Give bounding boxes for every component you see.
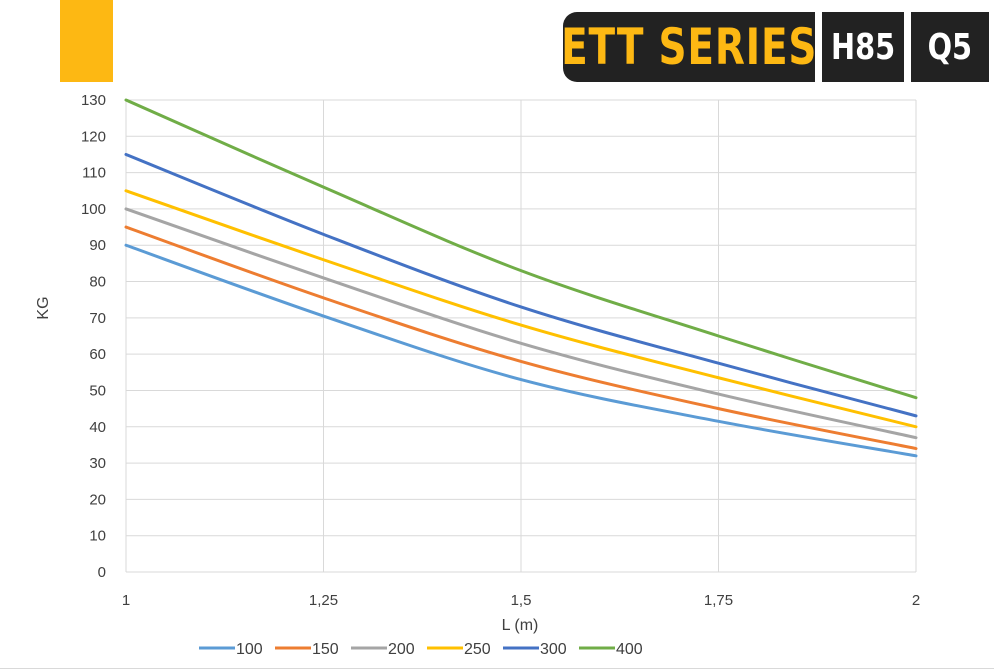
series-badge: ETT SERIES <box>560 12 818 82</box>
y-tick-label: 100 <box>81 201 106 218</box>
series-label: ETT SERIES <box>560 18 818 76</box>
series-line-400 <box>124 98 918 400</box>
y-tick-label: 80 <box>89 274 106 291</box>
legend-label-250: 250 <box>464 641 491 658</box>
brand-accent-bar <box>60 0 113 82</box>
series-line-200 <box>124 207 918 440</box>
model-badge: H85 <box>822 12 904 82</box>
y-tick-label: 40 <box>89 419 106 436</box>
class-label: Q5 <box>927 26 973 68</box>
y-tick-label: 90 <box>89 237 106 254</box>
y-tick-label: 30 <box>89 455 106 472</box>
series-line-300 <box>124 152 918 418</box>
x-tick-label: 2 <box>912 592 920 609</box>
class-badge: Q5 <box>911 12 989 82</box>
y-tick-label: 20 <box>89 491 106 508</box>
legend-label-100: 100 <box>236 641 263 658</box>
y-tick-label: 50 <box>89 382 106 399</box>
x-tick-label: 1,75 <box>704 592 733 609</box>
y-tick-label: 10 <box>89 528 106 545</box>
series-line-150 <box>124 225 918 451</box>
legend-label-300: 300 <box>540 641 567 658</box>
y-tick-label: 130 <box>81 92 106 109</box>
y-tick-label: 120 <box>81 128 106 145</box>
legend-label-400: 400 <box>616 641 643 658</box>
y-tick-label: 70 <box>89 310 106 327</box>
x-tick-label: 1,5 <box>511 592 532 609</box>
legend-label-200: 200 <box>388 641 415 658</box>
y-tick-label: 0 <box>98 564 106 581</box>
model-label: H85 <box>830 26 896 68</box>
y-axis-title: KG <box>35 296 52 319</box>
x-tick-label: 1 <box>122 592 130 609</box>
legend-label-150: 150 <box>312 641 339 658</box>
y-tick-label: 60 <box>89 346 106 363</box>
series-line-250 <box>124 189 918 429</box>
y-tick-label: 110 <box>82 165 106 182</box>
x-axis-title: L (m) <box>502 617 539 634</box>
series-line-100 <box>124 243 918 458</box>
x-tick-label: 1,25 <box>309 592 338 609</box>
bottom-divider <box>0 668 994 669</box>
